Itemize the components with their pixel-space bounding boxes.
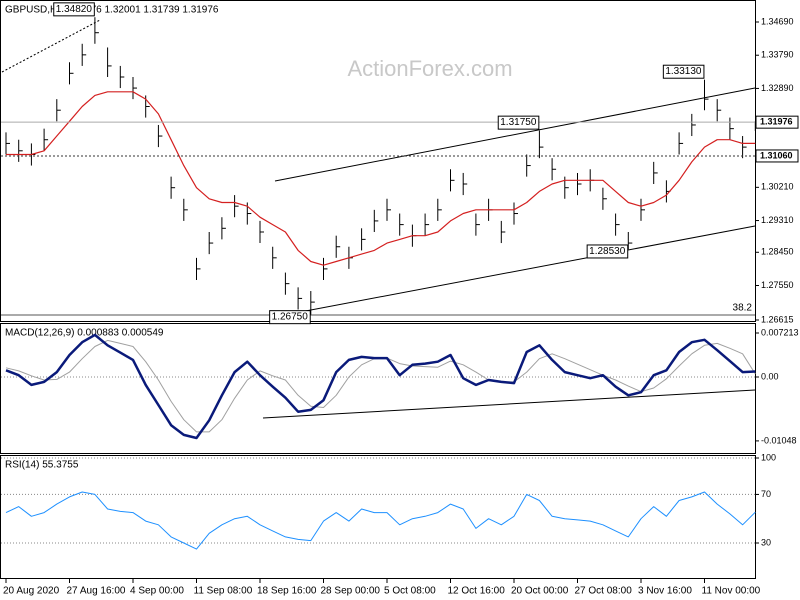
annotation-box	[662, 64, 705, 79]
x-tick-label: 5 Oct 08:00	[384, 586, 436, 597]
y-tick-label: 30	[761, 537, 771, 547]
x-tick-label: 20 Oct 00:00	[511, 586, 569, 597]
x-tick-label: 11 Sep 08:00	[194, 586, 253, 597]
y-tick-label: 1.30210	[761, 182, 794, 192]
fib-label: 38.2	[733, 303, 753, 314]
panel-title: RSI(14) 55.3755	[5, 460, 79, 471]
x-tick-label: 27 Aug 16:00	[67, 586, 126, 597]
x-tick-label: 28 Sep 00:00	[321, 586, 381, 597]
rsi-line	[5, 491, 756, 550]
price-label: 1.31060	[760, 150, 793, 160]
annotation-box	[586, 244, 629, 259]
x-tick-label: 27 Oct 08:00	[575, 586, 633, 597]
y-tick-label: 1.33790	[761, 50, 794, 60]
annotation-label: 1.28530	[589, 246, 626, 257]
channel-lower	[294, 225, 756, 314]
y-tick-label: 1.29310	[761, 215, 794, 225]
moving-average	[6, 91, 756, 266]
annotation-label: 1.26750	[272, 312, 309, 323]
y-tick-label: 1.26615	[761, 314, 794, 324]
x-tick-label: 11 Nov 00:00	[702, 586, 761, 597]
macd-panel	[0, 323, 756, 454]
y-tick-label: 0.007213	[761, 327, 799, 337]
x-tick-label: 12 Oct 16:00	[448, 586, 506, 597]
annotation-box	[269, 310, 311, 325]
x-tick-label: 3 Nov 16:00	[638, 586, 692, 597]
y-tick-label: 1.27550	[761, 280, 794, 290]
x-tick-label: 20 Aug 2020	[3, 586, 60, 597]
y-tick-label: 0.00	[761, 371, 779, 381]
x-tick-label: 4 Sep 00:00	[130, 586, 184, 597]
macd-signal	[5, 339, 756, 433]
y-tick-label: -0.01048	[761, 435, 797, 445]
annotation-box	[53, 2, 95, 17]
price-label: 1.31976	[760, 117, 793, 127]
y-tick-label: 1.28450	[761, 247, 794, 257]
y-tick-label: 100	[761, 452, 776, 462]
annotation-label: 1.31750	[500, 117, 537, 128]
annotation-label: 1.33130	[665, 66, 702, 77]
rsi-panel	[0, 455, 756, 579]
panel-title: GBPUSD,H4 1.31876 1.32001 1.31739 1.3197…	[5, 5, 219, 16]
x-tick-label: 18 Sep 16:00	[257, 586, 317, 597]
price-label-box	[755, 115, 799, 129]
y-tick-label: 70	[761, 489, 771, 499]
annotation-label: 1.34820	[56, 4, 93, 15]
watermark: ActionForex.com	[347, 56, 512, 81]
trend-line	[1, 19, 101, 73]
y-tick-label: 1.34690	[761, 16, 794, 26]
y-tick-label: 1.32890	[761, 83, 794, 93]
channel-upper	[274, 87, 756, 182]
annotation-box	[497, 115, 540, 130]
panel-title: MACD(12,26,9) 0.000883 0.000549	[5, 328, 164, 339]
macd-main	[5, 333, 756, 440]
price-label-box	[755, 149, 799, 163]
macd-trend-line	[262, 389, 756, 419]
